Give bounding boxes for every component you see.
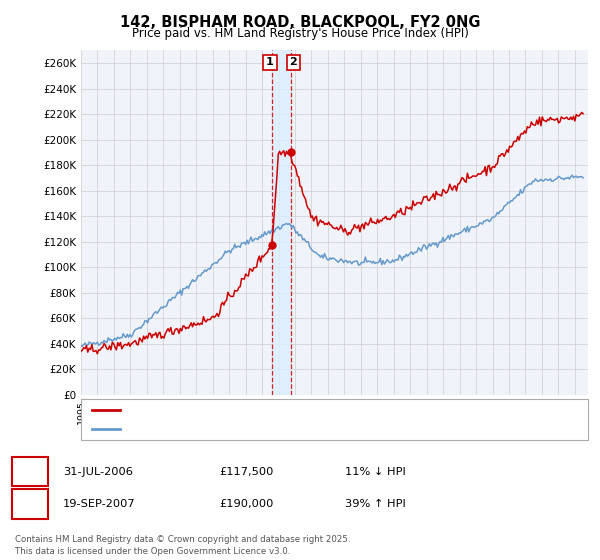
Text: Price paid vs. HM Land Registry's House Price Index (HPI): Price paid vs. HM Land Registry's House … bbox=[131, 27, 469, 40]
Text: 19-SEP-2007: 19-SEP-2007 bbox=[63, 499, 136, 509]
Text: 31-JUL-2006: 31-JUL-2006 bbox=[63, 466, 133, 477]
Text: 142, BISPHAM ROAD, BLACKPOOL, FY2 0NG (semi-detached house): 142, BISPHAM ROAD, BLACKPOOL, FY2 0NG (s… bbox=[126, 405, 477, 415]
Text: £117,500: £117,500 bbox=[219, 466, 274, 477]
Text: 1: 1 bbox=[266, 57, 274, 67]
Text: HPI: Average price, semi-detached house, Blackpool: HPI: Average price, semi-detached house,… bbox=[126, 424, 398, 433]
Text: 11% ↓ HPI: 11% ↓ HPI bbox=[345, 466, 406, 477]
Text: 2: 2 bbox=[289, 57, 297, 67]
Text: £190,000: £190,000 bbox=[219, 499, 274, 509]
Text: 142, BISPHAM ROAD, BLACKPOOL, FY2 0NG: 142, BISPHAM ROAD, BLACKPOOL, FY2 0NG bbox=[120, 15, 480, 30]
Text: Contains HM Land Registry data © Crown copyright and database right 2025.
This d: Contains HM Land Registry data © Crown c… bbox=[15, 535, 350, 556]
Text: 2: 2 bbox=[26, 497, 34, 511]
Text: 39% ↑ HPI: 39% ↑ HPI bbox=[345, 499, 406, 509]
Text: 1: 1 bbox=[26, 465, 34, 478]
Bar bbox=[272, 50, 291, 395]
